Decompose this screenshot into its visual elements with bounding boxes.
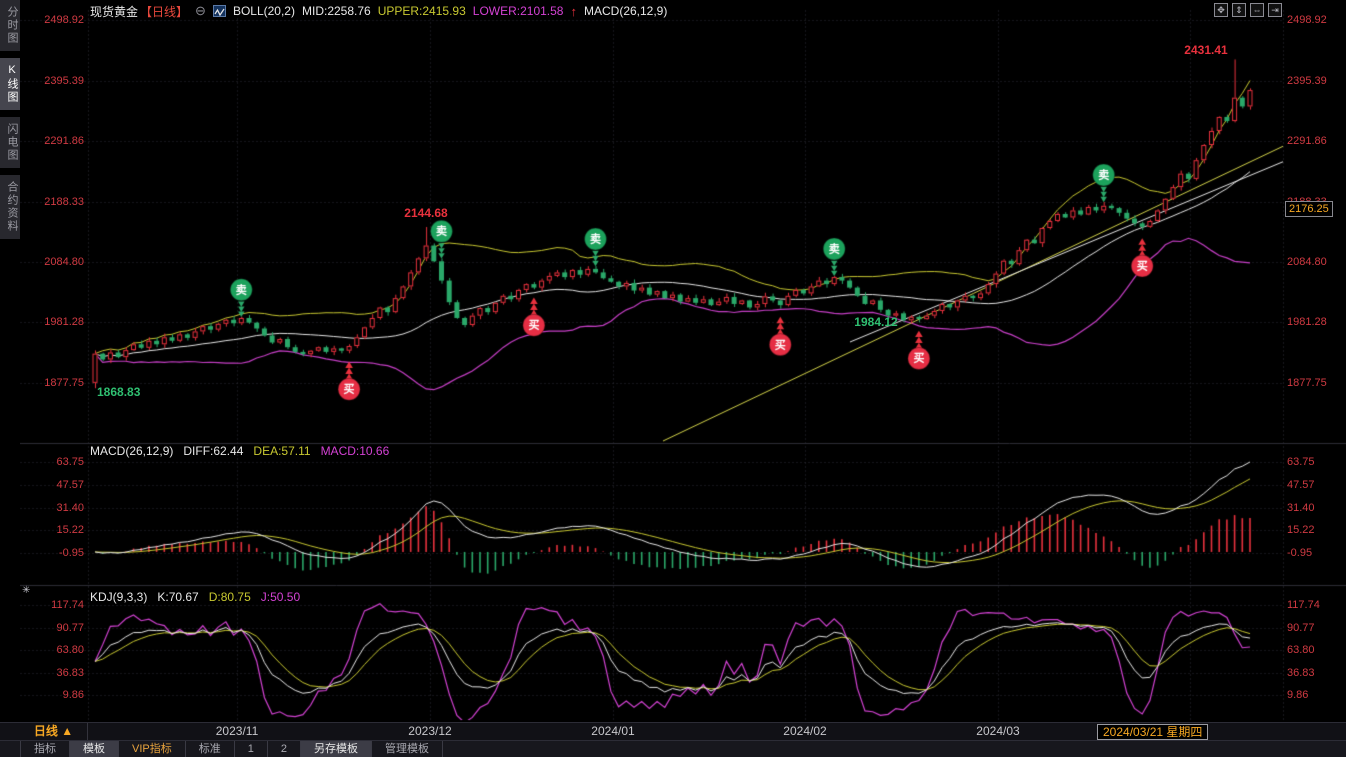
axis-label: 15.22: [56, 524, 84, 537]
macd-title: MACD(26,12,9): [90, 444, 174, 458]
price-annotation: 2431.41: [1184, 43, 1228, 57]
axis-label: 36.83: [1287, 666, 1315, 679]
date-tick-label: 2024/03: [976, 724, 1020, 738]
axis-label: -0.95: [58, 547, 84, 560]
axis-label: -0.95: [1287, 547, 1313, 560]
axis-label: 31.40: [1287, 501, 1315, 514]
period-tag: 【日线】: [140, 4, 189, 19]
pane-shift-icon[interactable]: ⇥: [1268, 3, 1282, 17]
axis-label: 63.75: [1287, 455, 1315, 468]
axis-label: 47.57: [1287, 478, 1315, 491]
date-tick-label: 2024/01: [591, 724, 635, 738]
macd-label: MACD(26,12,9): [583, 4, 668, 18]
toolbar-tab[interactable]: 管理模板: [372, 741, 443, 757]
boll-upper-value: UPPER:2415.93: [377, 4, 466, 18]
axis-label: 117.74: [51, 599, 84, 611]
left-sidebar: 分时图 K线图闪电图合约资料: [0, 0, 20, 757]
axis-label: 2084.80: [44, 256, 84, 268]
chart-tool-icons: ✥ ⇕ ⇔ ⇥: [1214, 3, 1282, 17]
symbol-title: 现货黄金: [90, 4, 139, 19]
axis-label: 1981.28: [1287, 316, 1327, 329]
sidebar-item-active[interactable]: K线图: [0, 58, 20, 110]
period-selector[interactable]: 日线 ▲: [20, 723, 88, 741]
sidebar-item-tab[interactable]: 合约资料: [0, 175, 20, 239]
toolbar-tab[interactable]: 标准: [186, 741, 235, 757]
collapse-icon[interactable]: ⊖: [195, 3, 206, 18]
kdj-d-value: D:80.75: [208, 590, 251, 604]
axis-label: 2084.80: [1287, 256, 1327, 268]
axis-label: 2395.39: [44, 74, 84, 87]
price-annotation: 2144.68: [404, 206, 448, 220]
axis-label: 1877.75: [1287, 377, 1327, 389]
toolbar-tab[interactable]: 模板: [70, 741, 119, 757]
axis-label: 9.86: [1287, 689, 1309, 701]
price-annotation: 1984.12: [854, 315, 898, 329]
axis-label: 2291.86: [44, 135, 84, 147]
zoom-horizontal-icon[interactable]: ⇔: [1250, 3, 1264, 17]
kdj-panel-header: KDJ(9,3,3) K:70.67 D:80.75 J:50.50: [90, 590, 300, 604]
kdj-title: KDJ(9,3,3): [90, 590, 148, 604]
axis-label: 15.22: [1287, 524, 1315, 537]
macd-panel-header: MACD(26,12,9) DIFF:62.44 DEA:57.11 MACD:…: [90, 444, 389, 458]
zoom-vertical-icon[interactable]: ⇕: [1232, 3, 1246, 17]
kdj-j-value: J:50.50: [260, 590, 301, 604]
boll-mid-value: MID:2258.76: [301, 4, 371, 18]
boll-label: BOLL(20,2): [232, 4, 295, 18]
axis-label: 2291.86: [1287, 135, 1327, 147]
kdj-k-value: K:70.67: [157, 590, 199, 604]
axis-label: 90.77: [1287, 621, 1315, 634]
sidebar-item-tab[interactable]: 闪电图: [0, 117, 20, 168]
boll-lower-value: LOWER:2101.58: [472, 4, 564, 18]
axis-label: 36.83: [56, 666, 84, 679]
axis-label: 47.57: [56, 478, 84, 491]
date-axis: 日线 ▲ 2023/11 2023/12 2024/01 2024/02 2024/03…: [0, 722, 1346, 741]
toolbar-tab[interactable]: 指标: [20, 741, 70, 757]
current-date-box: 2024/03/21 星期四: [1097, 724, 1209, 740]
macd-hist-value: MACD:10.66: [320, 444, 390, 458]
chart-header: 现货黄金 【日线】 ⊖ BOLL(20,2) MID:2258.76 UPPER:…: [90, 3, 667, 19]
indicator-icon: [212, 5, 226, 17]
up-arrow-icon[interactable]: ↑: [570, 3, 577, 19]
date-tick-label: 2023/12: [408, 724, 452, 738]
last-price-box: 2176.25: [1285, 200, 1333, 217]
macd-diff-value: DIFF:62.44: [183, 444, 244, 458]
date-tick-label: 2024/02: [783, 724, 827, 738]
pan-icon[interactable]: ✥: [1214, 3, 1228, 17]
axis-label: 63.80: [1287, 644, 1315, 656]
axis-label: 2395.39: [1287, 74, 1327, 87]
axis-label: 63.75: [56, 455, 84, 468]
macd-dea-value: DEA:57.11: [253, 444, 311, 458]
toolbar-tab[interactable]: VIP指标: [119, 741, 186, 757]
toolbar-tab[interactable]: 另存模板: [300, 741, 372, 757]
toolbar-tab[interactable]: 1: [235, 741, 268, 757]
date-tick-label: 2023/11: [215, 724, 259, 738]
axis-label: 117.74: [1287, 599, 1320, 611]
axis-label: 2498.92: [44, 14, 84, 26]
axis-label: 1981.28: [44, 316, 84, 329]
axis-label: 63.80: [56, 644, 84, 656]
axis-label: 1877.75: [44, 377, 84, 389]
bottom-toolbar: 指标 模板 VIP指标 标准 1 2 另存模板 管理模板: [0, 740, 1346, 757]
axis-label: 90.77: [56, 621, 84, 634]
toolbar-tab[interactable]: 2: [268, 741, 301, 757]
sidebar-item-tab[interactable]: 分时图: [0, 0, 20, 51]
axis-label: 2188.33: [44, 195, 84, 208]
price-annotation: 1868.83: [97, 385, 141, 399]
panel-settings-icon[interactable]: ✳: [22, 585, 31, 596]
axis-label: 2498.92: [1287, 14, 1327, 26]
axis-label: 9.86: [62, 689, 84, 701]
axis-label: 31.40: [56, 501, 84, 514]
